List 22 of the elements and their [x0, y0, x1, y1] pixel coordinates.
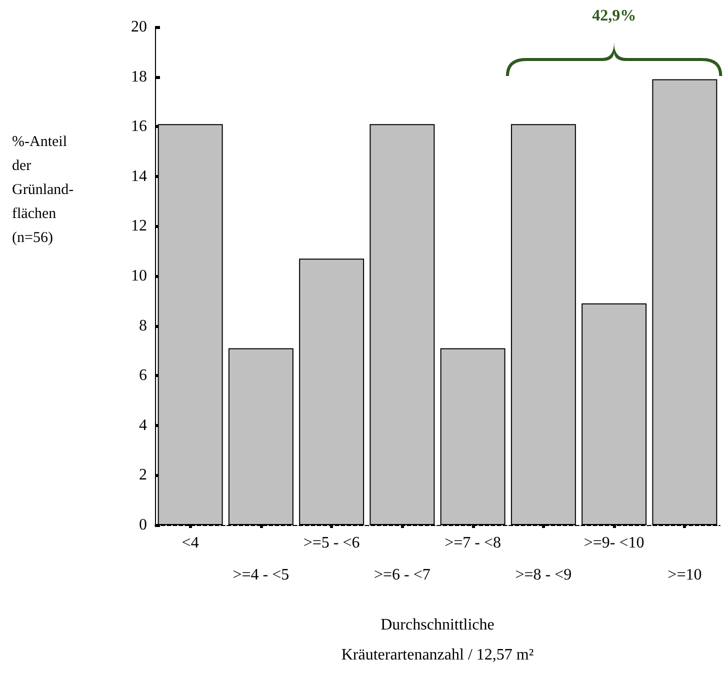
y-tick-label: 16 [131, 118, 147, 136]
y-axis-title: %-Anteil der Grünland- flächen (n=56) [12, 134, 74, 246]
y-tick-label: 0 [139, 516, 147, 534]
x-tick-label: <4 [182, 534, 199, 552]
y-tick-label: 10 [131, 268, 147, 284]
y-tick-label: 4 [139, 416, 147, 434]
x-tick-label: >=5 - <6 [303, 534, 360, 552]
x-tick-label: >=8 - <9 [515, 566, 572, 584]
x-tick-label: >=6 - <7 [374, 566, 430, 584]
y-tick-label: 8 [139, 317, 147, 334]
y-tick-label: 20 [131, 18, 147, 36]
x-tick-label: >=4 - <5 [232, 566, 290, 584]
x-tick-label: >=10 [668, 566, 702, 584]
y-tick-label: 2 [139, 466, 147, 484]
x-axis-title: Durchschnittliche Kräuterartenanzahl / 12,57 m² [341, 616, 534, 664]
y-tick-label: 18 [131, 68, 147, 86]
x-tick-label: >=9- <10 [584, 534, 644, 552]
y-tick-label: 12 [131, 218, 147, 235]
y-tick-label: 14 [131, 168, 147, 185]
text: 42,9% [592, 8, 636, 24]
y-tick-label: 6 [139, 367, 147, 384]
x-tick-label: >=7 - <8 [444, 534, 502, 552]
